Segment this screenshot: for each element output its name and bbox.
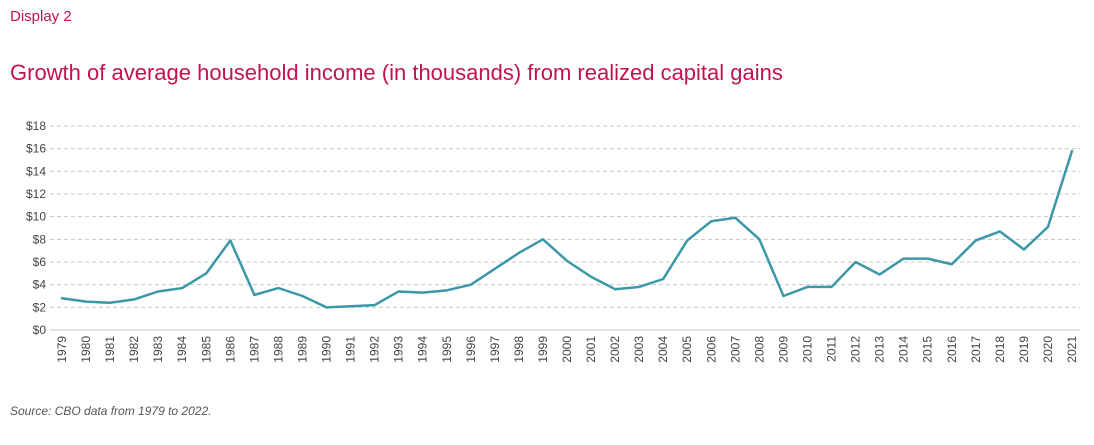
x-tick-label: 2020: [1041, 336, 1055, 363]
x-tick-label: 1980: [79, 336, 93, 363]
x-tick-label: 2012: [849, 336, 863, 363]
y-tick-label: $10: [26, 210, 46, 224]
x-tick-label: 1994: [416, 336, 430, 363]
y-tick-label: $14: [26, 164, 46, 178]
x-tick-label: 2013: [873, 336, 887, 363]
x-tick-label: 1991: [344, 336, 358, 363]
y-tick-label: $2: [33, 300, 47, 314]
y-tick-label: $18: [26, 119, 46, 133]
chart-title: Growth of average household income (in t…: [10, 60, 783, 85]
x-tick-label: 1979: [55, 336, 69, 363]
x-tick-label: 1993: [392, 336, 406, 363]
y-tick-label: $16: [26, 142, 46, 156]
x-tick-label: 2004: [656, 336, 670, 363]
x-tick-label: 2007: [728, 336, 742, 363]
x-tick-label: 1981: [103, 336, 117, 363]
y-tick-label: $6: [33, 255, 47, 269]
series-line: [60, 149, 1074, 309]
x-tick-label: 1999: [536, 336, 550, 363]
display-label: Display 2: [10, 8, 72, 25]
x-tick-label: 1996: [464, 336, 478, 363]
x-tick-label: 1988: [271, 336, 285, 363]
x-tick-label: 1984: [175, 336, 189, 363]
x-tick-label: 2018: [993, 336, 1007, 363]
x-tick-label: 2014: [897, 336, 911, 363]
x-tick-label: 1998: [512, 336, 526, 363]
x-tick-label: 1989: [295, 336, 309, 363]
x-tick-label: 2021: [1065, 336, 1079, 363]
x-tick-label: 2015: [921, 336, 935, 363]
x-tick-label: 1985: [199, 336, 213, 363]
line-chart: $0$2$4$6$8$10$12$14$16$18 1979 1980 1981 19…: [26, 119, 1080, 363]
x-tick-label: 1990: [320, 336, 334, 363]
x-tick-label: 2000: [560, 336, 574, 363]
x-tick-label: 2011: [825, 336, 839, 362]
y-tick-label: $12: [26, 187, 46, 201]
x-tick-label: 2001: [584, 336, 598, 363]
x-tick-label: 2016: [945, 336, 959, 363]
x-tick-label: 1987: [247, 336, 261, 363]
x-tick-label: 1982: [127, 336, 141, 363]
gridlines: [50, 125, 1080, 331]
y-tick-label: $4: [33, 278, 47, 292]
x-tick-label: 2002: [608, 336, 622, 363]
x-tick-label: 2009: [776, 336, 790, 363]
x-tick-label: 1992: [368, 336, 382, 363]
x-axis: 1979 1980 1981 1982 1983 1984 1985 1986 1987 1988…: [55, 336, 1079, 363]
x-tick-label: 2008: [752, 336, 766, 363]
x-tick-label: 1983: [151, 336, 165, 363]
y-axis: $0 $2 $4 $6 $8 $10 $12 $14 $16 $18: [26, 119, 46, 337]
y-tick-label: $8: [33, 232, 47, 246]
series-group: [60, 149, 1074, 309]
x-tick-label: 1997: [488, 336, 502, 363]
x-tick-label: 2017: [969, 336, 983, 363]
x-tick-label: 1986: [223, 336, 237, 363]
source-note: Source: CBO data from 1979 to 2022.: [10, 404, 212, 418]
x-tick-label: 2006: [704, 336, 718, 363]
y-tick-label: $0: [33, 323, 47, 337]
x-tick-label: 2019: [1017, 336, 1031, 363]
x-tick-label: 2005: [680, 336, 694, 363]
x-tick-label: 1995: [440, 336, 454, 363]
x-tick-label: 2003: [632, 336, 646, 363]
x-tick-label: 2010: [800, 336, 814, 363]
